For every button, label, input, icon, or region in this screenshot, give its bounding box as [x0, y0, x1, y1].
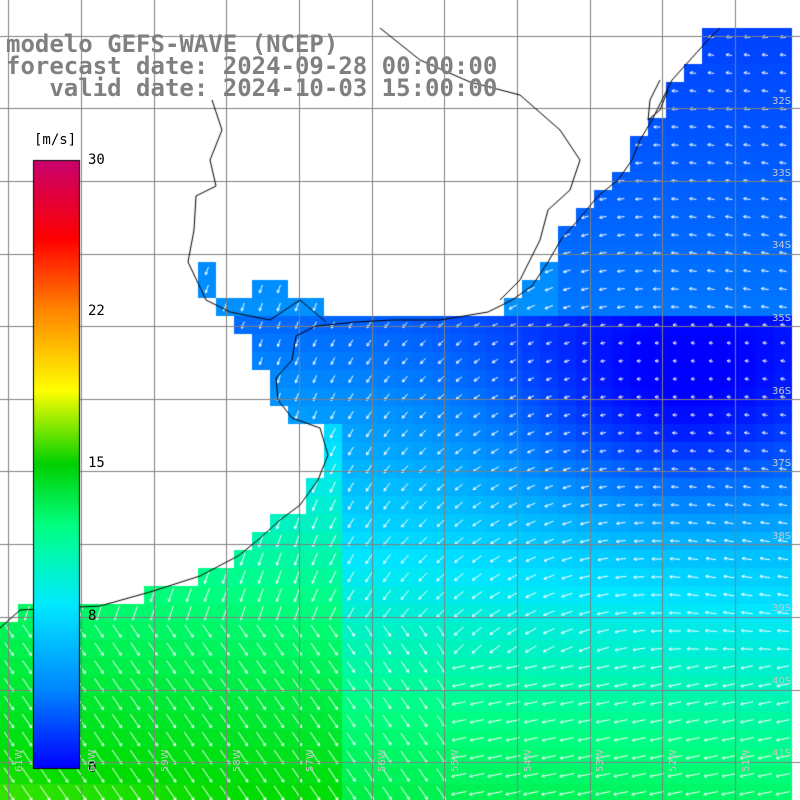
colorbar-tick-22: 22 [88, 303, 105, 319]
lat-label: 37S [772, 458, 792, 469]
lon-label: 54W [523, 749, 534, 772]
lon-label: 58W [232, 749, 243, 772]
forecast-date: forecast date: 2024-09-28 00:00:00 [6, 52, 498, 80]
lon-label: 51W [741, 749, 752, 772]
lat-label: 38S [772, 531, 792, 542]
lon-label: 52W [668, 749, 679, 772]
lon-label: 59W [160, 749, 171, 772]
colorbar-tick-8: 8 [88, 608, 97, 624]
lon-label: 56W [377, 749, 388, 772]
lon-label: 60W [87, 749, 98, 772]
lon-label: 53W [595, 749, 606, 772]
colorbar-tick-0: 0 [88, 760, 97, 776]
valid-date: valid date: 2024-10-03 15:00:00 [6, 74, 498, 102]
lat-label: 32S [772, 96, 792, 107]
lat-label: 41S [772, 748, 792, 759]
lat-label: 34S [772, 240, 792, 251]
lat-label: 35S [772, 313, 792, 324]
lat-label: 40S [772, 676, 792, 687]
lon-label: 55W [450, 749, 461, 772]
lat-label: 33S [772, 168, 792, 179]
lat-label: 36S [772, 386, 792, 397]
lon-label: 57W [305, 749, 316, 772]
colorbar-tick-30: 30 [88, 152, 105, 168]
lon-label: 61W [14, 749, 25, 772]
model-title: modelo GEFS-WAVE (NCEP) [6, 30, 339, 58]
lat-label: 39S [772, 603, 792, 614]
colorbar-unit: [m/s] [34, 132, 77, 148]
colorbar-tick-15: 15 [88, 455, 105, 471]
